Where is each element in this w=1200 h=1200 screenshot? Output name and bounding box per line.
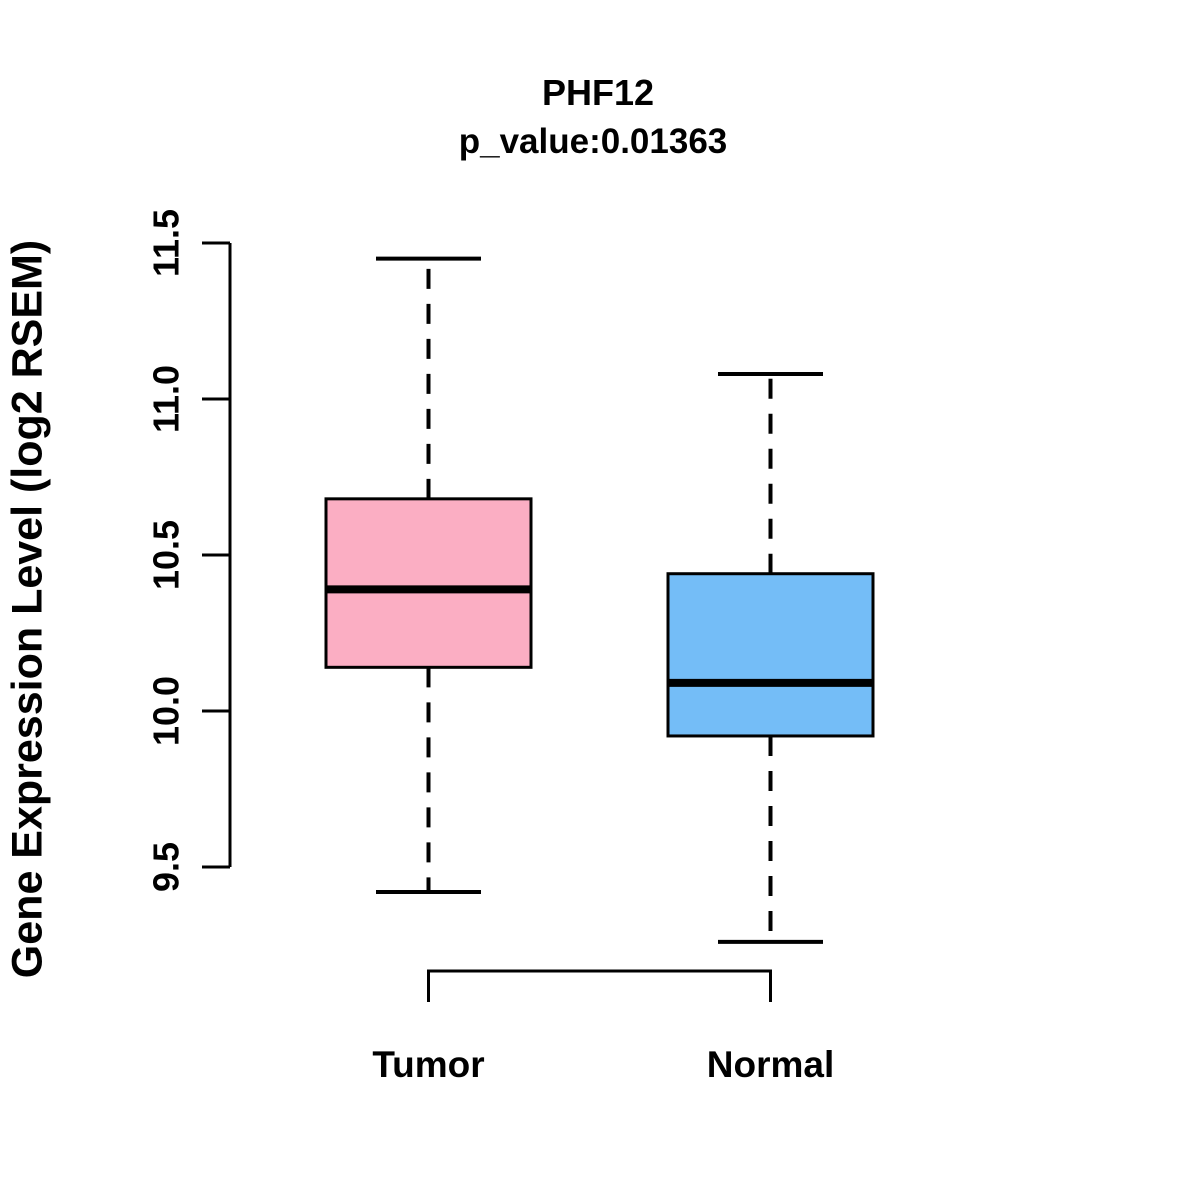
iqr-box-tumor xyxy=(324,497,533,669)
x-axis-bracket xyxy=(427,969,772,1002)
y-axis-tick-label: 11.5 xyxy=(146,209,187,277)
y-axis-tick-label: 10.0 xyxy=(146,676,187,746)
y-axis-tick-label: 9.5 xyxy=(146,842,187,892)
category-label-normal: Normal xyxy=(707,1044,834,1085)
chart-title: PHF12 xyxy=(541,72,655,113)
chart-subtitle: p_value:0.01363 xyxy=(458,122,728,161)
iqr-box-normal xyxy=(666,572,875,738)
category-label-tumor: Tumor xyxy=(372,1044,484,1085)
y-axis-tick-label: 11.0 xyxy=(146,365,187,433)
y-axis-tick-label: 10.5 xyxy=(146,520,187,590)
